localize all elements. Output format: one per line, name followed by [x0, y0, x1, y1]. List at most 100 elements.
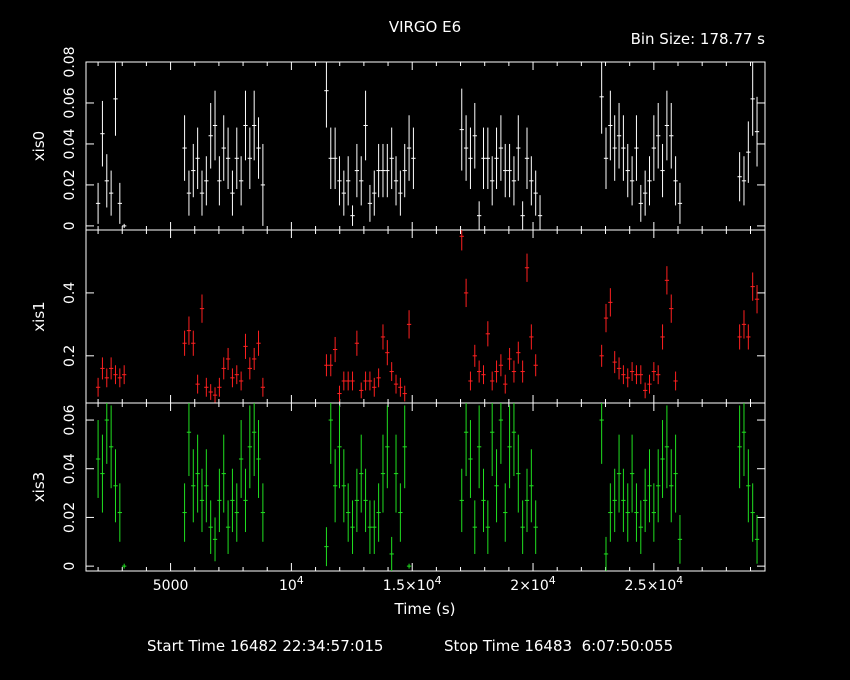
data-point-xis1 [117, 368, 122, 388]
data-point-xis3 [625, 483, 630, 542]
data-point-xis3 [664, 405, 670, 489]
plot-frame-xis3 [85, 402, 766, 572]
data-point-xis3 [243, 468, 248, 533]
data-point-xis3 [389, 536, 394, 571]
data-point-xis3 [191, 449, 196, 523]
y-tick-label: 0.02 [62, 502, 78, 533]
data-point-xis3 [332, 449, 338, 523]
data-point-xis0 [476, 201, 482, 230]
data-point-xis3 [669, 449, 674, 523]
data-point-xis3 [221, 434, 226, 513]
x-tick-label: 1.5×104 [383, 574, 442, 594]
data-point-xis3 [398, 483, 403, 542]
data-point-xis1 [612, 351, 617, 374]
data-point-xis3 [100, 434, 105, 513]
data-point-xis1 [389, 362, 394, 381]
data-point-xis3 [642, 468, 648, 533]
data-point-xis3 [238, 420, 244, 498]
data-point-xis1 [402, 385, 407, 402]
data-point-xis0 [537, 195, 543, 230]
panel-xis3: 0 0.02 0.04 0.06 xis3 [30, 402, 766, 572]
data-point-xis1 [485, 321, 490, 347]
data-point-xis0 [341, 170, 346, 216]
data-point-xis1 [113, 365, 118, 385]
plot-frame-xis1 [85, 229, 766, 404]
data-point-xis0 [230, 170, 235, 216]
data-point-xis0 [673, 156, 678, 206]
data-point-xis3 [108, 405, 114, 489]
data-point-xis0 [664, 90, 670, 161]
data-point-xis3 [350, 500, 355, 554]
data-point-xis3 [341, 449, 346, 523]
data-point-xis1 [524, 253, 530, 282]
data-point-xis0 [754, 96, 760, 167]
data-point-xis0 [238, 156, 244, 206]
data-point-xis3 [195, 434, 200, 513]
data-point-xis3 [256, 420, 261, 498]
data-point-xis3 [481, 468, 486, 533]
data-point-xis1 [95, 377, 101, 397]
panel-xis1: 0.2 0.4 xis1 [30, 229, 766, 404]
data-point-xis3 [472, 500, 477, 554]
x-tick-labels: 5000 104 1.5×104 2×104 2.5×104 [153, 574, 684, 594]
y-tick-label: 0 [62, 562, 78, 571]
data-point-xis0 [182, 115, 187, 181]
data-point-xis3 [621, 468, 626, 533]
y-tick-label: 0.08 [62, 46, 78, 77]
data-point-xis0 [520, 201, 525, 230]
data-point-xis1 [750, 272, 755, 301]
data-point-xis1 [468, 371, 473, 391]
data-point-xis0 [406, 115, 412, 181]
data-point-xis1 [230, 368, 235, 388]
data-point-xis0 [750, 62, 755, 136]
data-point-xis0 [669, 102, 674, 169]
y-axis-label-xis0: xis0 [30, 131, 48, 161]
data-point-xis3 [113, 449, 118, 523]
data-point-xis3 [385, 405, 390, 489]
data-point-xis0 [746, 121, 751, 183]
data-point-xis0 [459, 88, 464, 171]
data-point-xis1 [737, 324, 742, 350]
data-point-xis3 [516, 434, 521, 513]
data-point-xis0 [217, 156, 222, 206]
data-point-xis1 [507, 347, 512, 370]
data-point-xis0 [481, 127, 486, 190]
data-point-xis0 [634, 115, 639, 181]
data-point-xis3 [503, 483, 508, 542]
data-point-xis1 [195, 374, 200, 394]
data-point-xis1 [664, 266, 670, 295]
data-point-xis1 [406, 310, 412, 339]
data-point-xis3 [647, 449, 652, 523]
stop-time-label: Stop Time 16483 6:07:50:055 [444, 637, 673, 655]
data-point-xis0 [247, 127, 252, 190]
data-point-xis1 [498, 354, 504, 377]
y-tick-label: 0 [62, 221, 78, 230]
data-point-xis0 [328, 127, 333, 190]
data-point-xis1 [385, 340, 390, 366]
data-point-xis1 [669, 294, 674, 323]
data-point-xis0 [199, 170, 205, 216]
data-point-xis1 [463, 278, 469, 308]
x-tick-label: 2.5×104 [624, 574, 683, 594]
data-point-xis1 [372, 377, 377, 397]
data-point-xis3 [346, 483, 351, 542]
data-point-xis3 [494, 449, 499, 523]
data-point-xis3 [230, 468, 235, 533]
x-tick-label: 5000 [153, 578, 189, 594]
data-point-xis1 [376, 368, 381, 388]
data-point-xis1 [238, 371, 244, 391]
data-point-xis0 [337, 156, 342, 206]
data-point-xis3 [247, 405, 252, 489]
y-axis-label-xis1: xis1 [30, 301, 48, 331]
data-point-xis1 [629, 362, 635, 381]
data-point-xis0 [472, 102, 477, 169]
data-point-xis1 [225, 347, 231, 370]
plot-frame-xis0 [85, 61, 766, 231]
data-point-xis0 [612, 115, 617, 181]
data-point-xis0 [485, 127, 490, 190]
data-point-xis1 [656, 365, 661, 385]
data-point-xis0 [603, 127, 609, 190]
panel-xis0: 0 0.02 0.04 0.06 0.08 xis0 [30, 46, 766, 231]
data-point-xis0 [372, 170, 377, 216]
data-point-xis3 [746, 449, 751, 523]
